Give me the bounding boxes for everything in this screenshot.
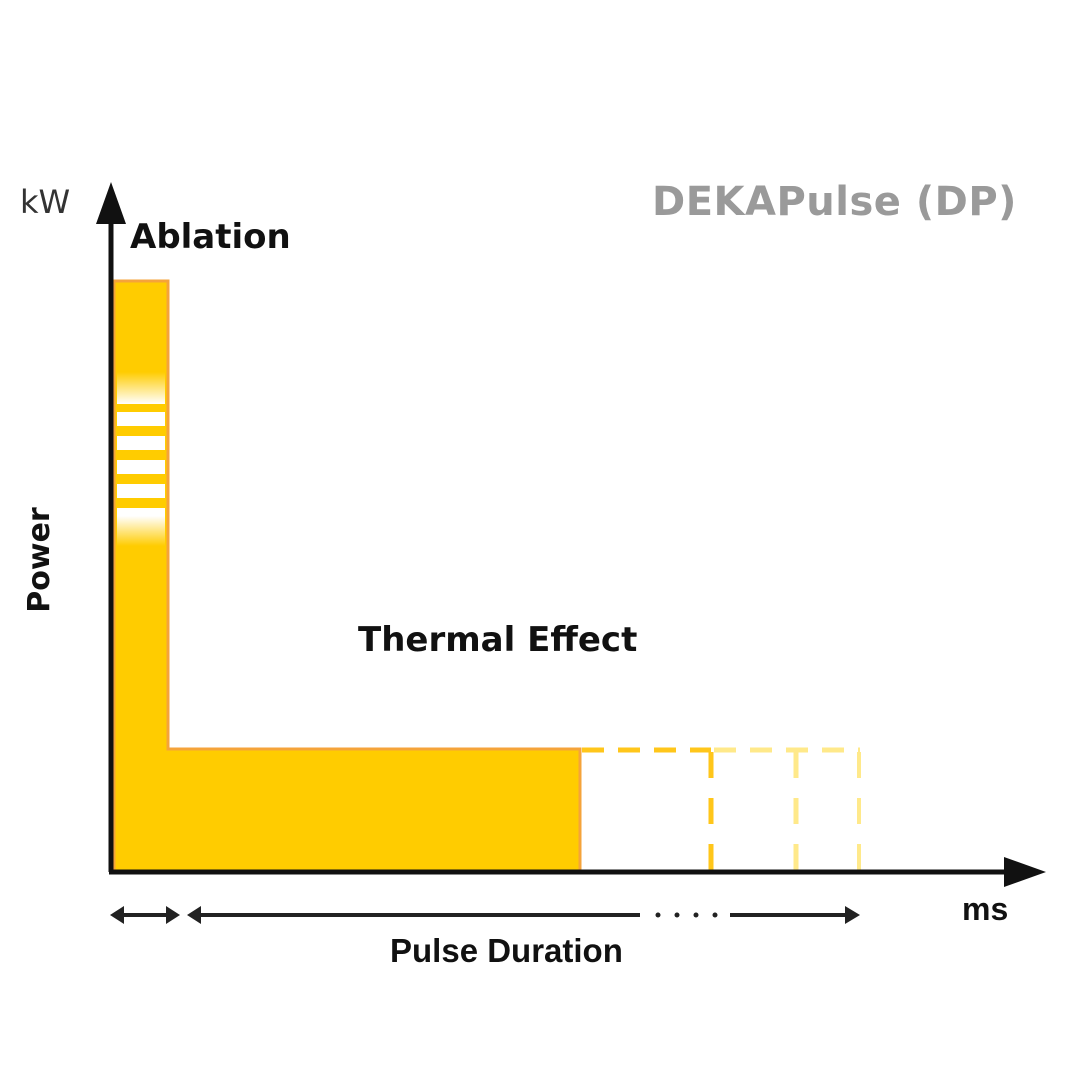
ablation-stripes xyxy=(117,372,165,546)
x-axis-arrow-icon xyxy=(1004,857,1046,887)
brand-title: DEKAPulse (DP) xyxy=(652,179,1017,225)
axes xyxy=(96,182,1046,887)
pulse-arrow-right-icon xyxy=(845,906,860,924)
pulse-arrow-left-icon xyxy=(187,906,201,924)
ablation-label: Ablation xyxy=(130,217,291,257)
y-axis-label: Power xyxy=(22,507,57,613)
duration-arrows xyxy=(110,906,860,924)
x-axis-label: Pulse Duration xyxy=(390,932,623,969)
ablation-arrow-right-icon xyxy=(166,906,180,924)
thermal-effect-label: Thermal Effect xyxy=(358,620,638,660)
dashed-extensions xyxy=(582,747,861,870)
ellipsis-dot xyxy=(655,912,661,918)
y-axis-arrow-icon xyxy=(96,182,126,224)
pulse-area xyxy=(112,279,582,873)
ellipsis-dot xyxy=(712,912,718,918)
y-unit-label: kW xyxy=(20,183,71,221)
ellipsis-dot xyxy=(693,912,699,918)
x-unit-label: ms xyxy=(962,891,1009,927)
ellipsis-dot xyxy=(674,912,680,918)
ablation-arrow-left-icon xyxy=(110,906,124,924)
pulse-fill xyxy=(112,279,582,873)
